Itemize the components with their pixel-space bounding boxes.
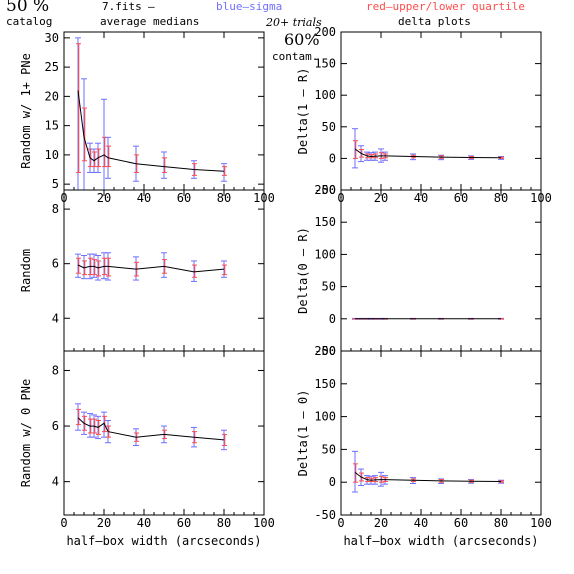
filename-label: 7.fits	[102, 0, 142, 13]
left-bottom-ytick-label-4: 4	[52, 475, 59, 489]
right-middle-frame	[340, 189, 542, 352]
trials-label: 20+ trials	[266, 16, 322, 29]
left-top-xtick-label-80: 80	[217, 191, 231, 205]
left-top-ylabel: Random w/ 1+ PNe	[19, 53, 33, 169]
averages-label: average medians	[100, 15, 200, 28]
right-bottom-ytick-label--50: -50	[314, 508, 336, 522]
right-middle-ytick-label-100: 100	[314, 247, 336, 261]
right-bottom-xtick-label-80: 80	[494, 516, 508, 530]
right-middle-ytick-label-200: 200	[314, 183, 336, 197]
left-middle-ytick-label-8: 8	[52, 202, 59, 216]
right-bottom-frame	[340, 350, 542, 516]
left-bottom-xtick-label-100: 100	[253, 516, 275, 530]
right-top-ytick-label-0: 0	[329, 151, 336, 165]
left-middle-ytick-label-4: 4	[52, 311, 59, 325]
right-bottom-xtick-label-60: 60	[454, 516, 468, 530]
percent-label: 50 %	[6, 0, 50, 16]
left-bottom-xtick-label-80: 80	[217, 516, 231, 530]
filename-dash: –	[148, 0, 155, 13]
right-top-ylabel: Delta(1 – R)	[296, 68, 310, 155]
left-top-xtick-label-20: 20	[97, 191, 111, 205]
left-top-xtick-label-60: 60	[177, 191, 191, 205]
right-bottom-ylabel: Delta(1 – 0)	[296, 390, 310, 477]
contam-percent: 60%	[284, 30, 320, 49]
right-bottom-ytick-label-150: 150	[314, 377, 336, 391]
left-bottom-ylabel: Random w/ 0 PNe	[19, 379, 33, 487]
left-bottom-xtick-label-40: 40	[137, 516, 151, 530]
right-top-ytick-label-200: 200	[314, 25, 336, 39]
left-middle-ytick-label-6: 6	[52, 257, 59, 271]
right-bottom-ytick-label-100: 100	[314, 410, 336, 424]
left-top-ytick-label-5: 5	[52, 177, 59, 191]
sigma-legend: blue–sigma	[216, 0, 283, 13]
right-middle-ylabel: Delta(0 – R)	[296, 227, 310, 314]
right-top-xtick-label-20: 20	[374, 191, 388, 205]
right-top-frame	[340, 31, 542, 191]
left-bottom-xtick-label-20: 20	[97, 516, 111, 530]
right-middle-ytick-label-50: 50	[322, 280, 336, 294]
right-bottom-ytick-label-0: 0	[329, 475, 336, 489]
right-middle-ytick-label-150: 150	[314, 215, 336, 229]
left-middle-median-line	[77, 264, 225, 273]
quartile-legend: red–upper/lower quartile	[366, 0, 525, 13]
left-top-ytick-label-20: 20	[45, 89, 59, 103]
left-bottom-xtick-label-60: 60	[177, 516, 191, 530]
left-bottom-xtick-label-0: 0	[60, 516, 67, 530]
right-bottom-median-line	[354, 472, 502, 482]
left-top-ytick-label-30: 30	[45, 31, 59, 45]
right-bottom-xlabel: half–box width (arcseconds)	[343, 534, 538, 548]
right-top-xtick-label-60: 60	[454, 191, 468, 205]
right-top-median-line	[354, 148, 502, 159]
left-bottom-xlabel: half–box width (arcseconds)	[66, 534, 261, 548]
right-bottom-ytick-label-200: 200	[314, 344, 336, 358]
left-middle-ylabel: Random	[19, 249, 33, 292]
right-bottom-xtick-label-40: 40	[414, 516, 428, 530]
delta-plots-title: delta plots	[398, 15, 471, 28]
right-top-xtick-label-40: 40	[414, 191, 428, 205]
right-middle-ytick-label--50: -50	[314, 344, 336, 358]
right-top-xtick-label-80: 80	[494, 191, 508, 205]
right-top-ytick-label-50: 50	[322, 120, 336, 134]
left-top-ytick-label-10: 10	[45, 148, 59, 162]
left-bottom-ytick-label-8: 8	[52, 363, 59, 377]
catalog-label: catalog	[6, 15, 53, 28]
right-top-ytick-label-100: 100	[314, 88, 336, 102]
contam-label: contam.	[272, 50, 319, 63]
right-middle-ytick-label-0: 0	[329, 312, 336, 326]
left-top-median-line	[77, 90, 225, 172]
right-top-ytick-label--50: -50	[314, 183, 336, 197]
right-bottom-ytick-label-50: 50	[322, 442, 336, 456]
left-top-xtick-label-40: 40	[137, 191, 151, 205]
right-top-ytick-label-150: 150	[314, 57, 336, 71]
right-bottom-xtick-label-0: 0	[337, 516, 344, 530]
left-bottom-median-line	[77, 417, 225, 441]
right-bottom-xtick-label-100: 100	[530, 516, 552, 530]
left-top-ytick-label-15: 15	[45, 119, 59, 133]
left-bottom-ytick-label-6: 6	[52, 419, 59, 433]
left-top-ytick-label-25: 25	[45, 60, 59, 74]
right-bottom-xtick-label-20: 20	[374, 516, 388, 530]
